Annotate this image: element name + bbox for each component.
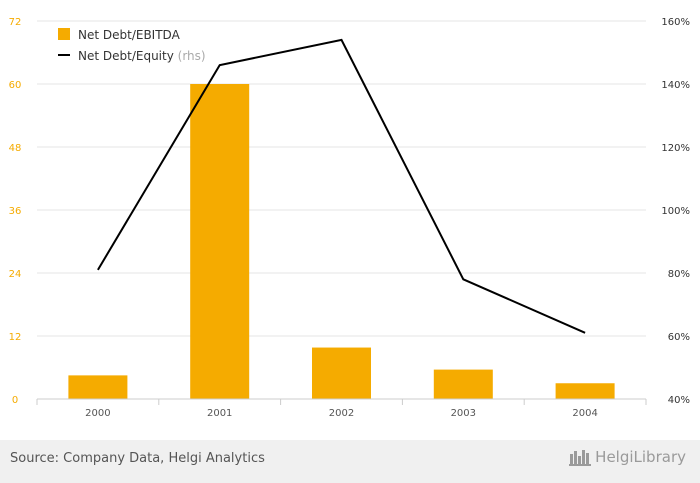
line-series [97,38,586,334]
legend-swatch-net-debt-ebitda [58,28,70,40]
left-tick-label: 12 [9,332,22,343]
bar-2000 [68,375,128,399]
source-note: Source: Company Data, Helgi Analytics [10,451,265,466]
left-tick-label: 60 [9,80,22,91]
brand-name: HelgiLibrary [595,448,686,466]
library-icon [569,450,592,466]
legend: Net Debt/EBITDA Net Debt/Equity (rhs) [58,28,206,63]
bar-2004 [555,383,615,399]
bar-2002 [312,347,371,399]
right-tick-label: 80% [668,269,690,280]
left-tick-label: 48 [9,143,22,154]
brand-logo: HelgiLibrary [569,448,686,466]
net-debt-equity-line [97,38,586,334]
right-tick-label: 140% [661,80,690,91]
right-axis-ticks: 40% 60% 80% 100% 120% 140% 160% [661,17,690,406]
legend-label-net-debt-ebitda: Net Debt/EBITDA [78,28,181,42]
left-axis-ticks: 0 12 24 36 48 60 72 [9,17,22,406]
x-tick-label: 2004 [572,408,597,419]
left-tick-label: 72 [9,17,22,28]
right-tick-label: 100% [661,206,690,217]
left-tick-label: 24 [9,269,22,280]
right-tick-label: 160% [661,17,690,28]
x-tick-label: 2002 [329,408,354,419]
right-tick-label: 40% [668,395,690,406]
x-tick-label: 2000 [85,408,110,419]
bar-2001 [190,84,250,399]
grid-lines [37,20,646,337]
x-tick-label: 2001 [207,408,232,419]
right-tick-label: 120% [661,143,690,154]
legend-label-net-debt-equity: Net Debt/Equity (rhs) [78,49,206,63]
left-tick-label: 36 [9,206,22,217]
x-tick-label: 2003 [451,408,476,419]
right-tick-label: 60% [668,332,690,343]
left-tick-label: 0 [12,395,18,406]
bar-2003 [433,369,493,399]
bar-series [68,84,615,399]
x-axis: 2000 2001 2002 2003 2004 [36,398,647,419]
